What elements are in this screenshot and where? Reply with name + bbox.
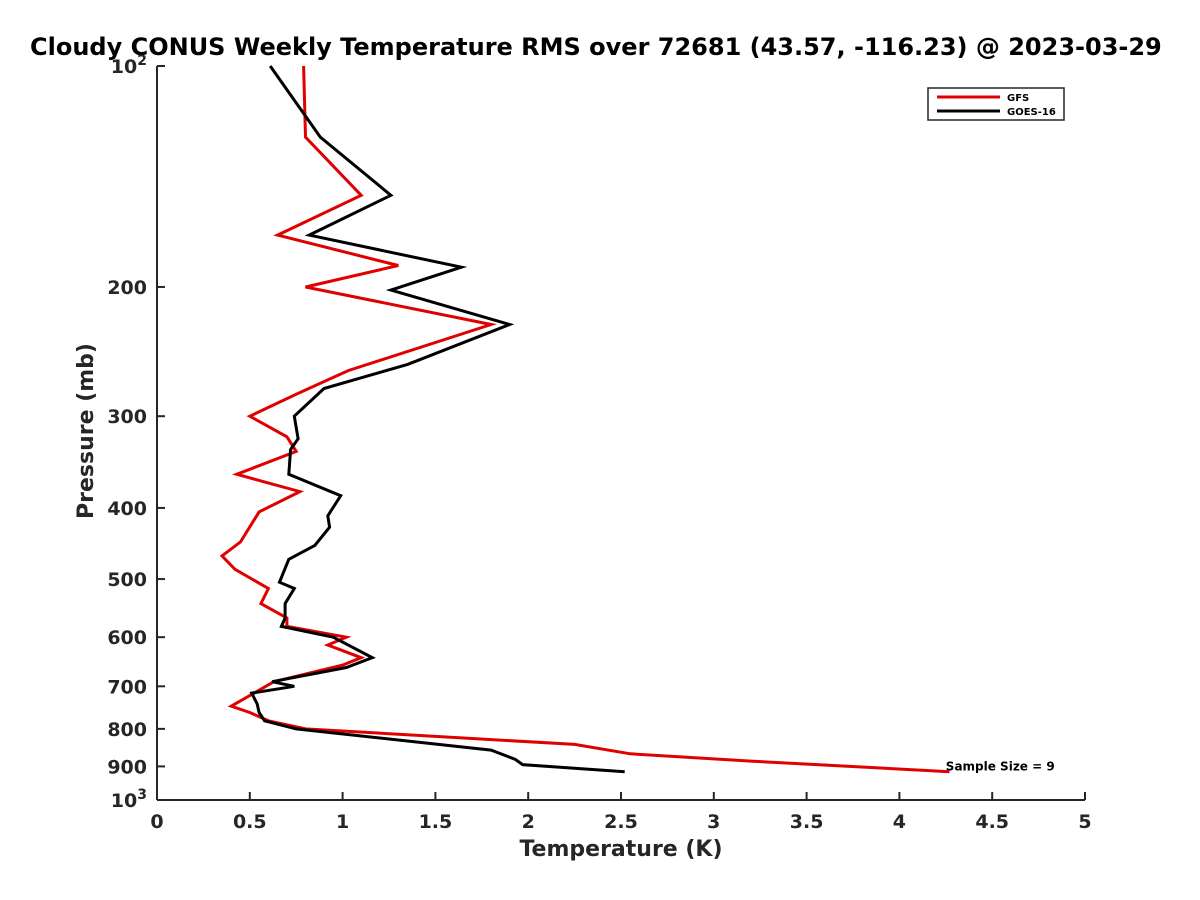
y-tick-label: 103	[111, 787, 147, 812]
y-tick-label: 300	[107, 406, 147, 428]
x-tick-label: 0	[150, 811, 163, 833]
x-tick-label: 4	[893, 811, 906, 833]
y-axis-label: Pressure (mb)	[74, 343, 99, 519]
y-tick-label: 700	[107, 676, 147, 698]
y-tick-label: 200	[107, 277, 147, 299]
x-tick-label: 4.5	[975, 811, 1009, 833]
x-axis-ticks: 0 0.5 1 1.5 2 2.5 3 3.5 4 4.5 5	[150, 792, 1092, 833]
series-line-gfs	[219, 65, 950, 774]
x-tick-label: 5	[1078, 811, 1091, 833]
y-tick-label: 900	[107, 756, 147, 778]
y-tick-label: 600	[107, 627, 147, 649]
x-tick-label: 2.5	[604, 811, 638, 833]
sample-size-annotation: Sample Size = 9	[946, 759, 1055, 773]
series-layer	[219, 65, 950, 774]
y-tick-label: 400	[107, 498, 147, 520]
y-tick-exponent: 2	[137, 53, 147, 69]
x-tick-label: 2	[522, 811, 535, 833]
x-tick-label: 1.5	[419, 811, 453, 833]
legend: GFS GOES-16	[927, 87, 1065, 121]
x-tick-label: 3	[707, 811, 720, 833]
y-tick-base: 10	[111, 790, 137, 812]
x-axis-label: Temperature (K)	[519, 837, 722, 862]
legend-box	[927, 87, 1065, 121]
y-tick-base: 10	[111, 56, 137, 78]
y-tick-label: 800	[107, 719, 147, 741]
series-line-goes-16	[249, 65, 625, 774]
x-tick-label: 0.5	[233, 811, 267, 833]
y-tick-label: 500	[107, 569, 147, 591]
legend-label: GFS	[1007, 93, 1029, 104]
y-tick-exponent: 3	[137, 787, 147, 803]
x-tick-label: 1	[336, 811, 349, 833]
chart-title: Cloudy CONUS Weekly Temperature RMS over…	[30, 33, 1162, 61]
x-tick-label: 3.5	[790, 811, 824, 833]
legend-label: GOES-16	[1007, 107, 1056, 118]
y-tick-label: 102	[111, 53, 147, 78]
